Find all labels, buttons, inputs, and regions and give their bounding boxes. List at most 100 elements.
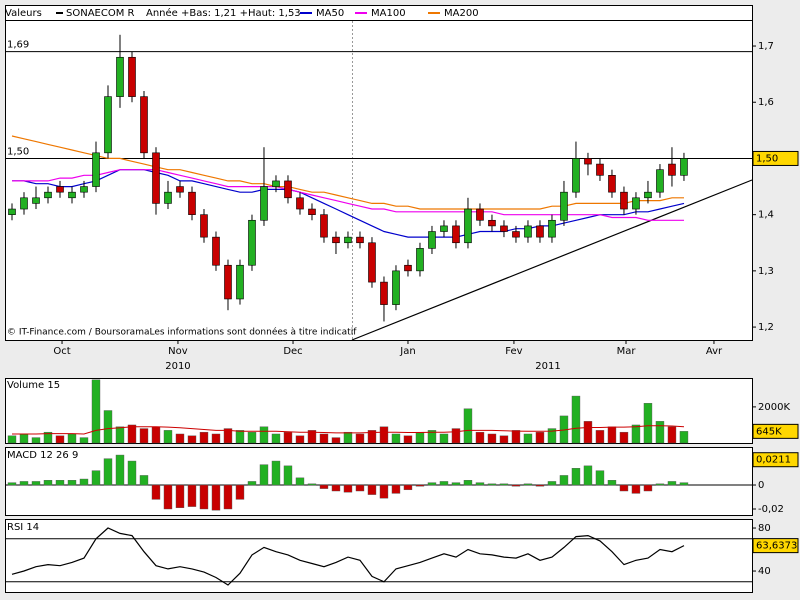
last-value-label: 645K (756, 426, 782, 437)
bar (187, 484, 197, 507)
bar (115, 426, 125, 444)
bar (223, 484, 233, 510)
y-tick-label: 40 (758, 566, 771, 577)
bar (295, 435, 305, 444)
bar (91, 379, 101, 444)
candle-body (680, 158, 688, 176)
bar (79, 478, 89, 486)
x-tick-label: Dec (283, 346, 302, 357)
level-label: 1,50 (7, 146, 29, 157)
y-tick-label: 1,6 (758, 97, 774, 108)
bar (31, 481, 41, 486)
bar (175, 484, 185, 509)
plot-area (5, 34, 752, 586)
bar (103, 410, 113, 444)
bar (415, 484, 425, 487)
bar (367, 484, 377, 495)
bar (379, 426, 389, 444)
candle-body (560, 191, 568, 221)
candle-body (104, 96, 112, 154)
bar (235, 484, 245, 500)
bar (163, 484, 173, 510)
bar (607, 426, 617, 444)
legend-label: MA50 (316, 8, 344, 19)
bar (535, 484, 545, 487)
bar (583, 465, 593, 486)
bar (355, 433, 365, 444)
bar (439, 433, 449, 444)
candle-body (596, 163, 604, 176)
bar (451, 428, 461, 444)
bar (307, 483, 317, 486)
bar (307, 430, 317, 444)
bar (199, 484, 209, 510)
bar (619, 431, 629, 444)
candle-body (452, 225, 460, 244)
price-panel (5, 5, 753, 341)
bar (499, 435, 509, 444)
bar (7, 435, 17, 444)
candle-body (260, 186, 268, 221)
bar (631, 484, 641, 494)
candle-body (212, 236, 220, 266)
bar (259, 426, 269, 444)
bar (43, 431, 53, 444)
bar (643, 403, 653, 444)
bar (463, 480, 473, 486)
candle-body (356, 236, 364, 244)
candle-body (56, 186, 64, 193)
candle-body (152, 152, 160, 204)
bar (559, 475, 569, 486)
bar (463, 408, 473, 444)
bar (475, 482, 485, 486)
bar (211, 433, 221, 444)
bar (223, 428, 233, 444)
bar (391, 433, 401, 444)
bar (391, 484, 401, 494)
candle-body (572, 158, 580, 193)
bar (163, 430, 173, 444)
candle-body (620, 191, 628, 210)
candle-body (440, 225, 448, 232)
bar (667, 481, 677, 486)
bar (595, 470, 605, 486)
candle-body (488, 219, 496, 227)
bar (631, 424, 641, 444)
bar (655, 421, 665, 444)
bar (139, 475, 149, 486)
legend-label: MA100 (371, 8, 406, 19)
bar (103, 458, 113, 486)
candle-body (656, 169, 664, 193)
year-label: 2011 (535, 361, 560, 372)
candle-body (416, 248, 424, 272)
candle-body (320, 214, 328, 238)
y-tick-label: -0,02 (758, 504, 784, 515)
y-tick-label: 80 (758, 523, 771, 534)
bar (655, 483, 665, 486)
candle-body (296, 197, 304, 210)
bar (523, 483, 533, 486)
bar (415, 431, 425, 444)
x-tick-label: Nov (168, 346, 188, 357)
candle-body (284, 180, 292, 199)
candle-body (608, 175, 616, 193)
candle-body (524, 225, 532, 238)
bar (271, 460, 281, 486)
candle-body (8, 208, 16, 215)
y-tick-label: 2000K (758, 402, 790, 413)
panel-title: RSI 14 (7, 522, 39, 533)
bar (283, 465, 293, 486)
last-value-label: 63,6373 (756, 541, 797, 552)
rsi-line (11, 527, 685, 586)
bar (355, 484, 365, 492)
candle-body (128, 56, 136, 97)
bar (127, 424, 137, 444)
candle-body (164, 191, 172, 204)
bar (259, 464, 269, 486)
candle-body (548, 219, 556, 238)
candle-body (464, 208, 472, 244)
bar (403, 435, 413, 444)
candle-body (404, 264, 412, 272)
bar (511, 430, 521, 444)
